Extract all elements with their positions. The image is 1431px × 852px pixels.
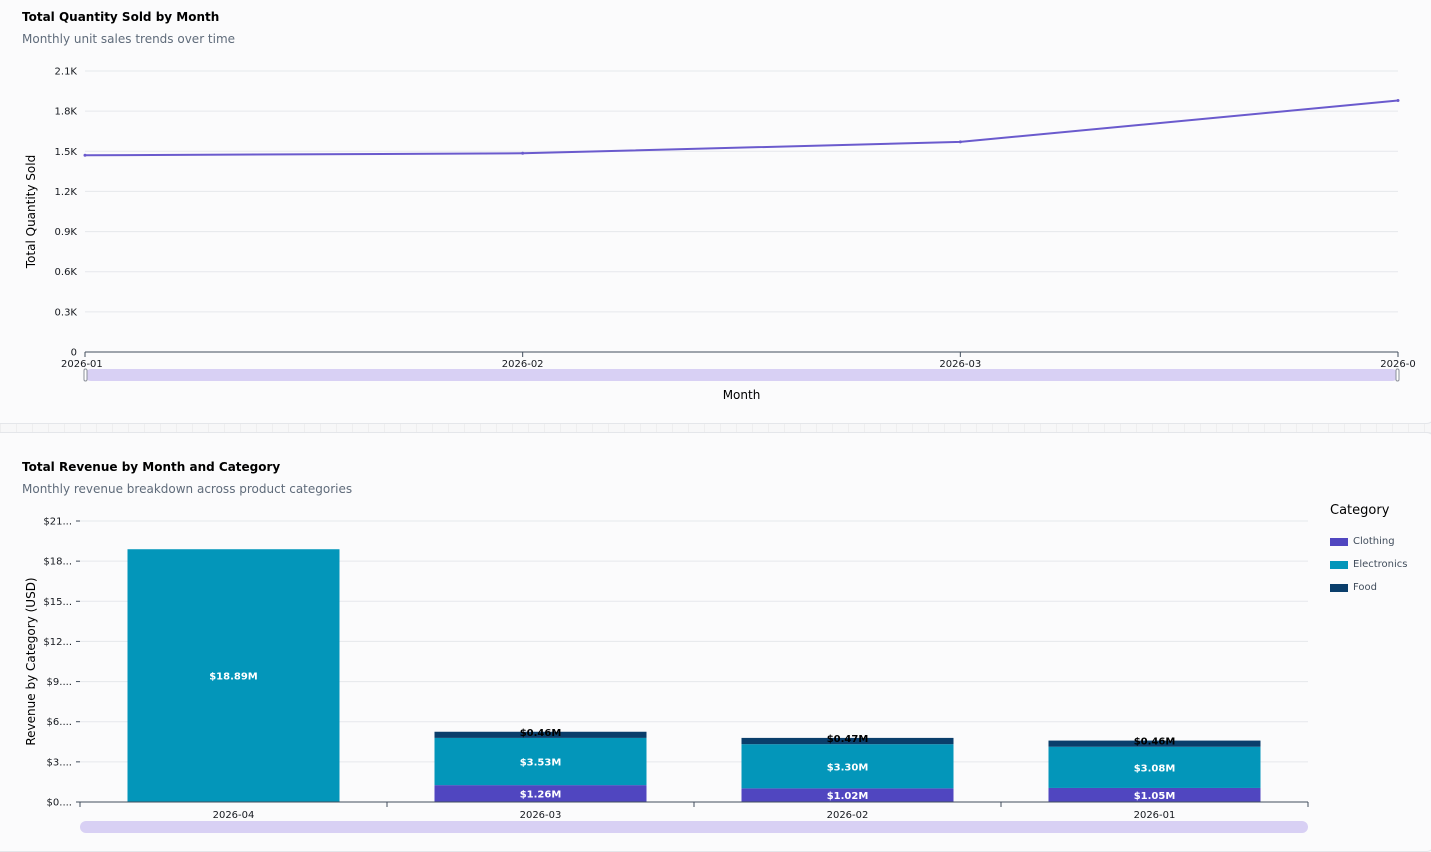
line-data-point[interactable] [521,151,525,155]
y-tick-label: $18... [43,557,72,568]
bar-segment-food[interactable] [434,731,647,738]
y-axis-title: Total Quantity Sold [24,155,38,269]
x-tick-label: 2026-04 [213,810,255,821]
legend-swatch-clothing [1330,537,1348,546]
y-tick-label: 2.1K [55,67,78,78]
legend-label-clothing: Clothing [1353,536,1395,547]
bar-segment-electronics[interactable] [127,549,340,802]
y-tick-label: $3.... [47,757,72,768]
legend-title: Category [1330,503,1390,518]
bar-data-label: $0.46M [520,728,562,739]
bar-chart[interactable]: $0.... $3.... $6.... $9.... $12... $15... $18.… [0,428,1431,833]
y-axis-title: Revenue by Category (USD) [24,577,38,745]
y-tick-label: $0.... [47,798,72,809]
x-tick-label: 2026-01 [61,359,103,370]
slider-handle-right[interactable] [1395,368,1400,382]
bar-data-label: $0.47M [827,734,869,745]
line-data-point[interactable] [83,153,87,157]
bar-segment-electronics[interactable] [1048,746,1261,788]
line-data-point[interactable] [1396,98,1400,102]
bar-data-label: $0.46M [1134,737,1176,748]
bar-segment-clothing[interactable] [1048,787,1261,802]
x-tick-label: 2026-02 [827,810,869,821]
x-tick-label: 2026-0 [1380,359,1415,370]
legend-item-electronics[interactable]: Electronics [1330,559,1408,570]
line-chart-title: Total Quantity Sold by Month [22,10,220,24]
y-tick-label: 0 [71,348,77,359]
bar-segment-clothing[interactable] [434,785,647,802]
bar-data-label: $1.05M [1134,791,1176,802]
x-tick-label: 2026-02 [502,359,544,370]
legend-swatch-electronics [1330,560,1348,569]
bar-segment-food[interactable] [741,737,954,745]
x-tick-label: 2026-03 [939,359,981,370]
x-range-slider[interactable] [85,369,1398,381]
bar-segment-clothing[interactable] [741,788,954,802]
quantity-line-series[interactable] [84,99,1399,157]
slider-handle-left[interactable] [83,368,88,382]
line-data-point[interactable] [958,140,962,144]
bar-data-label: $18.89M [209,672,258,683]
legend-label-electronics: Electronics [1353,559,1408,570]
y-tick-label: 0.9K [55,227,78,238]
bar-data-label: $3.30M [827,762,869,773]
x-tick-label: 2026-01 [1134,810,1176,821]
bar-data-label: $3.53M [520,758,562,769]
y-tick-label: $21... [43,517,72,528]
x-tick-label: 2026-03 [520,810,562,821]
y-tick-label: 0.3K [55,307,78,318]
bar-chart-subtitle: Monthly revenue breakdown across product… [22,482,353,496]
x-range-slider[interactable] [80,821,1308,833]
line-chart-subtitle: Monthly unit sales trends over time [22,32,236,46]
y-tick-label: $9.... [47,677,72,688]
bar-segment-food[interactable] [1048,740,1261,747]
bar-segment-electronics[interactable] [741,744,954,789]
y-tick-label: 0.6K [55,267,78,278]
legend-item-clothing[interactable]: Clothing [1330,536,1395,547]
y-tick-label: 1.2K [55,187,78,198]
bar-data-label: $3.08M [1134,763,1176,774]
x-axis-title: Month [723,388,761,402]
legend-swatch-food [1330,583,1348,592]
y-tick-label: 1.8K [55,107,78,118]
y-tick-label: $15... [43,597,72,608]
y-tick-label: $6.... [47,717,72,728]
bar-data-label: $1.26M [520,790,562,801]
y-tick-label: $12... [43,637,72,648]
bar-segment-electronics[interactable] [434,737,647,786]
legend-item-food[interactable]: Food [1330,582,1377,593]
bar-chart-title: Total Revenue by Month and Category [22,460,281,474]
y-tick-label: 1.5K [55,147,78,158]
legend-label-food: Food [1353,582,1377,593]
bar-data-label: $1.02M [827,791,869,802]
line-chart[interactable]: 0 0.3K 0.6K 0.9K 1.2K 1.5K 1.8K 2.1K 2026-01 2026… [0,0,1431,420]
